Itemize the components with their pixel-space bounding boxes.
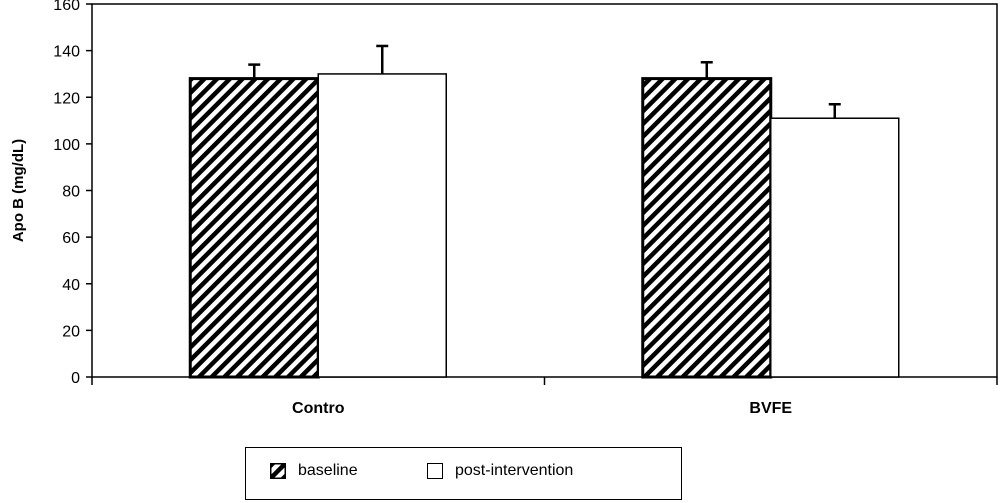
legend-label-post-intervention: post-intervention bbox=[455, 462, 574, 479]
bar-baseline-Contro bbox=[188, 77, 320, 379]
legend: baseline post-intervention bbox=[245, 447, 682, 500]
y-tick-label: 20 bbox=[62, 323, 80, 340]
y-tick-label: 40 bbox=[62, 277, 80, 294]
bar-baseline-BVFE bbox=[641, 77, 773, 379]
legend-item-baseline: baseline bbox=[270, 462, 358, 480]
legend-item-post-intervention: post-intervention bbox=[427, 462, 573, 480]
plot-area: 0 20 40 60 80 100 120 140 160 Apo B (mg/dL) Contro… bbox=[10, 0, 998, 417]
legend-swatch-hatched bbox=[270, 463, 286, 479]
y-tick-label: 80 bbox=[62, 184, 80, 201]
legend-label-baseline: baseline bbox=[298, 462, 358, 479]
y-tick-label: 60 bbox=[62, 230, 80, 247]
legend-swatch-white bbox=[427, 463, 443, 479]
bar-post-intervention-BVFE bbox=[770, 117, 900, 378]
y-tick-label: 160 bbox=[53, 0, 80, 14]
y-tick-label: 140 bbox=[53, 44, 80, 61]
x-category-label: BVFE bbox=[749, 400, 792, 417]
x-category-label: Contro bbox=[292, 400, 345, 417]
y-tick-label: 120 bbox=[53, 90, 80, 107]
bar-post-intervention-Contro bbox=[317, 73, 447, 378]
y-tick-label: 0 bbox=[71, 370, 80, 387]
y-tick-label: 100 bbox=[53, 137, 80, 154]
bar-chart: 0 20 40 60 80 100 120 140 160 Apo B (mg/dL) Contro… bbox=[10, 0, 998, 417]
y-axis-title: Apo B (mg/dL) bbox=[10, 139, 27, 242]
